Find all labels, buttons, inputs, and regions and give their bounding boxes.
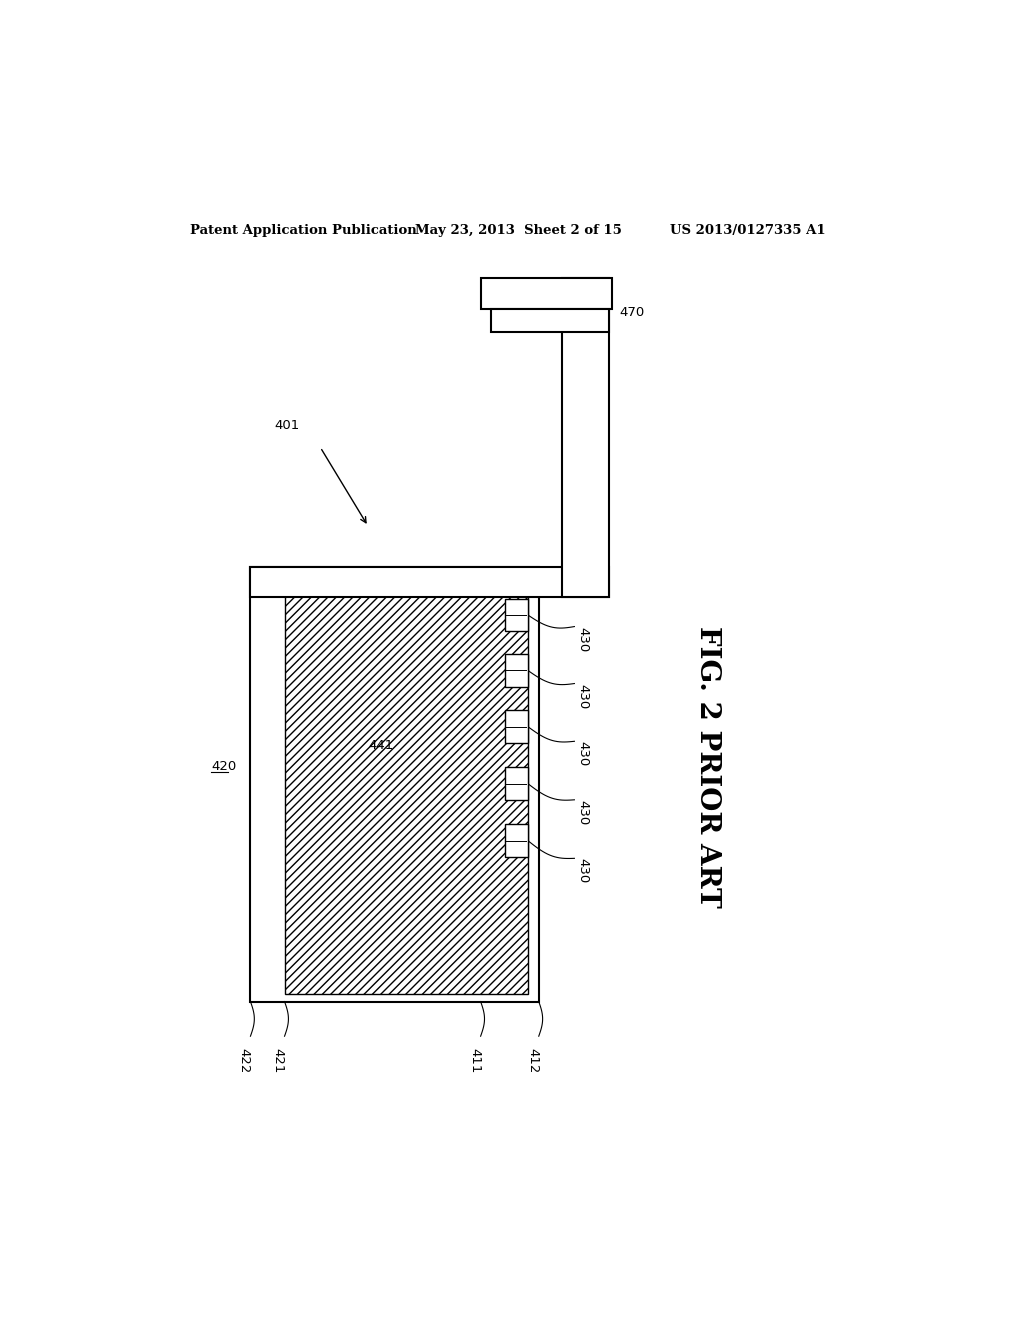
Text: FIG. 2 PRIOR ART: FIG. 2 PRIOR ART <box>693 626 721 908</box>
Bar <box>505 655 528 686</box>
Bar <box>505 825 528 857</box>
Text: 430: 430 <box>575 800 589 825</box>
Bar <box>251 566 608 598</box>
Bar <box>490 309 608 331</box>
Bar <box>505 599 528 631</box>
Text: 401: 401 <box>274 418 300 432</box>
Bar <box>251 566 539 1002</box>
Text: 441: 441 <box>369 739 393 751</box>
Bar <box>562 277 608 598</box>
Text: May 23, 2013  Sheet 2 of 15: May 23, 2013 Sheet 2 of 15 <box>415 224 622 236</box>
Text: 412: 412 <box>526 1048 539 1073</box>
Text: 411: 411 <box>468 1048 481 1073</box>
Text: 430: 430 <box>575 684 589 709</box>
Text: 421: 421 <box>271 1048 285 1073</box>
Text: Patent Application Publication: Patent Application Publication <box>190 224 417 236</box>
Bar <box>481 277 611 309</box>
Bar <box>285 574 528 994</box>
Bar <box>505 767 528 800</box>
Text: 420: 420 <box>211 760 237 774</box>
Text: US 2013/0127335 A1: US 2013/0127335 A1 <box>671 224 826 236</box>
Text: 410: 410 <box>547 573 571 586</box>
Text: 430: 430 <box>575 858 589 883</box>
Text: 430: 430 <box>575 627 589 652</box>
Text: 422: 422 <box>238 1048 251 1073</box>
Text: 430: 430 <box>575 742 589 767</box>
Text: 470: 470 <box>620 306 644 319</box>
Bar <box>505 710 528 743</box>
